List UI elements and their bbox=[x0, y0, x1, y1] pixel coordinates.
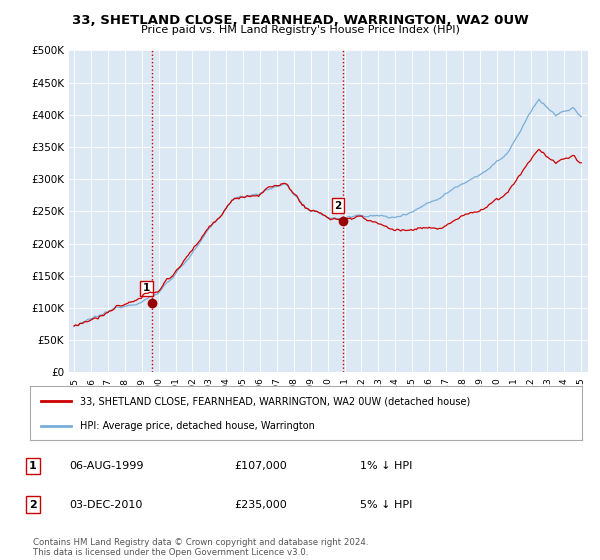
Text: 2: 2 bbox=[29, 500, 37, 510]
Text: 2: 2 bbox=[335, 200, 342, 211]
Text: Price paid vs. HM Land Registry's House Price Index (HPI): Price paid vs. HM Land Registry's House … bbox=[140, 25, 460, 35]
Text: 06-AUG-1999: 06-AUG-1999 bbox=[69, 461, 143, 471]
Text: 33, SHETLAND CLOSE, FEARNHEAD, WARRINGTON, WA2 0UW (detached house): 33, SHETLAND CLOSE, FEARNHEAD, WARRINGTO… bbox=[80, 396, 470, 407]
Text: 5% ↓ HPI: 5% ↓ HPI bbox=[360, 500, 412, 510]
Text: 03-DEC-2010: 03-DEC-2010 bbox=[69, 500, 142, 510]
Text: 1% ↓ HPI: 1% ↓ HPI bbox=[360, 461, 412, 471]
Text: £107,000: £107,000 bbox=[234, 461, 287, 471]
Text: HPI: Average price, detached house, Warrington: HPI: Average price, detached house, Warr… bbox=[80, 421, 314, 431]
Text: 33, SHETLAND CLOSE, FEARNHEAD, WARRINGTON, WA2 0UW: 33, SHETLAND CLOSE, FEARNHEAD, WARRINGTO… bbox=[71, 14, 529, 27]
Text: 1: 1 bbox=[29, 461, 37, 471]
Text: Contains HM Land Registry data © Crown copyright and database right 2024.
This d: Contains HM Land Registry data © Crown c… bbox=[33, 538, 368, 557]
Text: £235,000: £235,000 bbox=[234, 500, 287, 510]
Text: 1: 1 bbox=[143, 283, 150, 293]
